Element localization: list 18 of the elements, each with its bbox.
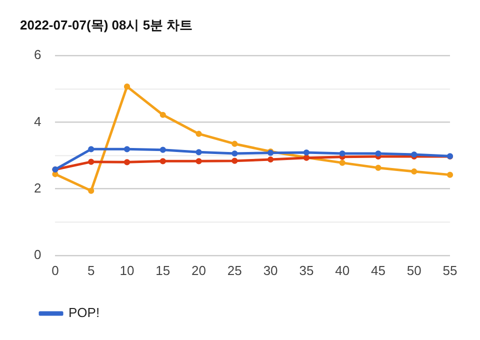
x-tick-label: 5 (88, 262, 95, 278)
chart-title: 2022-07-07(목) 08시 5분 차트 (20, 17, 193, 32)
x-tick-label: 40 (335, 262, 350, 278)
x-tick-label: 30 (263, 262, 278, 278)
x-tick-label: 0 (52, 262, 59, 278)
x-tick-label: 25 (227, 262, 242, 278)
y-tick-label: 4 (34, 114, 42, 129)
x-tick-label: 50 (406, 262, 422, 278)
x-tick-label: 35 (299, 262, 314, 278)
x-tick-label: 10 (120, 262, 134, 278)
y-tick-label: 2 (34, 180, 42, 196)
x-tick-label: 55 (442, 262, 458, 278)
y-tick-label: 0 (34, 246, 42, 262)
x-tick-label: 45 (370, 262, 386, 278)
y-tick-label: 6 (34, 47, 42, 62)
x-tick-label: 20 (192, 262, 206, 278)
legend-label: POP! (68, 305, 100, 320)
x-tick-label: 15 (156, 262, 170, 278)
